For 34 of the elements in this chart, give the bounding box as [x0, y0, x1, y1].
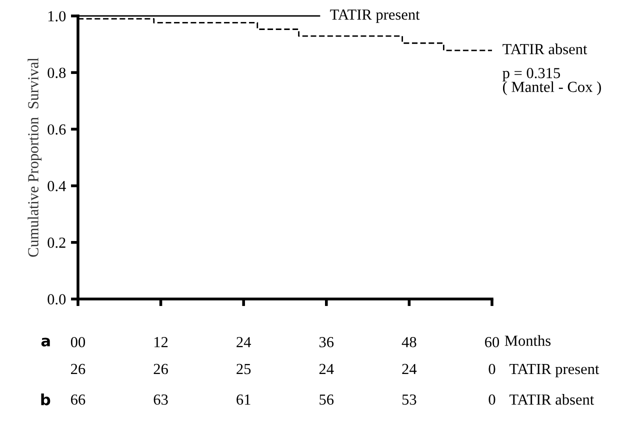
text: 53 — [402, 394, 416, 405]
y-tick-label: 1.0 — [48, 11, 66, 22]
x-tick-label: 12 — [154, 337, 168, 348]
x-tick-label: 00 — [70, 336, 86, 348]
text: ( Mantel - Cox ) — [503, 81, 601, 96]
text: 24 — [319, 364, 334, 374]
text: 63 — [154, 394, 168, 405]
text: 56 — [320, 394, 334, 405]
series-label: TATIR present — [330, 10, 420, 23]
x-tick-label: 24 — [236, 337, 251, 348]
x-tick-label: 48 — [402, 336, 416, 348]
y-axis-title: Cumulative Proportion Survival — [28, 58, 42, 257]
text: 25 — [236, 364, 251, 374]
series-label: TATIR absent — [502, 44, 588, 54]
text: 24 — [402, 364, 417, 374]
y-tick-label: 0.8 — [48, 68, 66, 78]
text: b — [41, 394, 50, 406]
x-tick-label: 60 — [485, 336, 500, 348]
y-tick-label: 0.0 — [48, 294, 66, 305]
y-tick-label: 0.6 — [48, 124, 66, 135]
text: 26 — [154, 364, 168, 374]
text: 61 — [236, 394, 250, 405]
text: 0 — [488, 394, 496, 405]
text: 66 — [71, 394, 86, 405]
text: p = 0.315 — [502, 68, 560, 82]
y-tick-label: 0.2 — [48, 238, 66, 248]
text: 0 — [488, 364, 496, 374]
y-tick-label: 0.4 — [48, 180, 66, 192]
x-axis-title: Months — [504, 335, 551, 346]
text: 26 — [71, 364, 86, 374]
x-tick-label: 36 — [319, 337, 334, 348]
text: TATIR present — [510, 364, 600, 378]
text: a — [41, 338, 50, 346]
text: TATIR absent — [510, 394, 594, 405]
